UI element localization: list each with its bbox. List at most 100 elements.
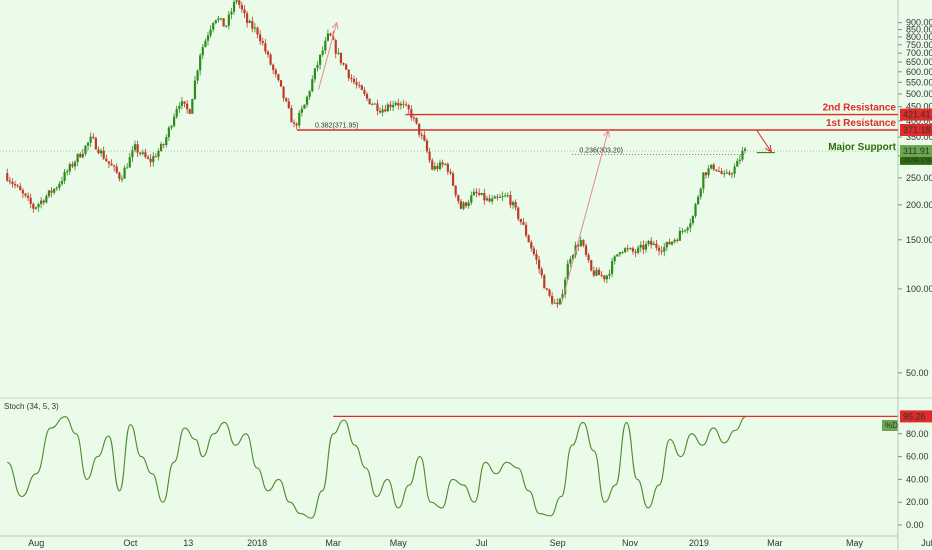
price-candle xyxy=(285,98,288,102)
price-candle xyxy=(459,201,462,209)
price-candle xyxy=(55,187,58,189)
price-candle xyxy=(467,202,470,206)
price-candle xyxy=(269,54,272,65)
price-candle xyxy=(324,40,327,51)
price-candle xyxy=(245,13,249,23)
time-axis-tick-label: 2019 xyxy=(689,538,709,548)
price-candle xyxy=(282,86,285,99)
price-candle xyxy=(702,172,705,189)
price-candle xyxy=(725,172,728,174)
price-candle xyxy=(686,227,689,231)
price-candle xyxy=(266,51,270,55)
price-candle xyxy=(16,185,19,187)
price-candle xyxy=(326,33,330,41)
price-candle xyxy=(553,302,556,304)
fib-level-label: 0.236(303.20) xyxy=(579,147,623,154)
price-candle xyxy=(232,1,236,12)
stoch-level-tag-label: 95.26 xyxy=(903,411,926,421)
price-candle xyxy=(79,153,82,158)
price-candle xyxy=(621,252,624,254)
price-candle xyxy=(180,101,184,106)
price-candle xyxy=(579,240,582,247)
price-candle xyxy=(71,164,74,167)
price-candle xyxy=(120,178,124,180)
stoch-legend-label: %D xyxy=(885,421,898,430)
price-candle xyxy=(381,109,384,113)
price-candle xyxy=(311,79,314,92)
price-candle xyxy=(26,195,30,198)
price-candle xyxy=(162,144,165,146)
price-candle xyxy=(514,202,517,208)
price-candle xyxy=(277,74,280,81)
price-candle xyxy=(399,103,403,106)
price-candle xyxy=(537,259,541,269)
price-candle xyxy=(99,150,103,154)
last-price-tag xyxy=(900,145,932,158)
price-candle xyxy=(566,263,569,280)
price-candle xyxy=(371,104,374,106)
projection-arrow-up xyxy=(560,130,609,305)
price-axis-tick-label: 900.00 xyxy=(906,18,932,28)
price-candle xyxy=(697,196,700,205)
projection-arrow-up xyxy=(318,22,338,90)
price-candle xyxy=(32,203,35,209)
price-candle xyxy=(167,127,170,138)
price-candle xyxy=(248,20,251,23)
price-candle xyxy=(543,275,546,289)
price-candle xyxy=(115,166,118,173)
price-candle xyxy=(694,204,697,216)
stoch-axis-tick-label: 60.00 xyxy=(906,452,929,462)
price-candle xyxy=(530,242,533,249)
major-support-label: Major Support xyxy=(828,142,896,153)
price-candle xyxy=(595,269,598,276)
price-candle xyxy=(131,150,134,158)
price-axis-tick-label: 200.00 xyxy=(906,200,932,210)
price-candle xyxy=(647,240,650,244)
price-candle xyxy=(178,105,181,109)
price-candle xyxy=(412,117,416,119)
price-candle xyxy=(272,64,275,70)
price-candle xyxy=(97,149,100,154)
time-axis-tick-label: Oct xyxy=(123,538,138,548)
projection-arrow-down-head xyxy=(764,144,772,153)
price-candle xyxy=(316,64,319,69)
price-level-tag xyxy=(900,108,932,121)
price-candle xyxy=(6,173,9,181)
price-candle xyxy=(110,163,113,166)
price-candle xyxy=(152,156,155,163)
price-candle xyxy=(154,156,157,158)
time-axis-tick-label: 2018 xyxy=(247,538,267,548)
price-candle xyxy=(188,109,191,114)
price-candle xyxy=(433,165,436,170)
price-candle xyxy=(613,256,616,262)
price-candle xyxy=(644,243,648,250)
price-axis-tick-label: 450.00 xyxy=(906,102,932,112)
price-candle xyxy=(350,78,353,80)
last-price-tag-label: 311.91 xyxy=(903,146,930,156)
price-candle xyxy=(410,109,413,118)
price-candle xyxy=(418,123,421,135)
price-candle xyxy=(58,183,61,188)
price-axis-tick-label: 750.00 xyxy=(906,40,932,50)
price-candle xyxy=(506,195,509,197)
price-candle xyxy=(206,35,210,41)
price-candle xyxy=(86,142,90,146)
price-candle xyxy=(451,173,455,186)
price-candle xyxy=(449,171,452,174)
price-candle xyxy=(191,99,194,114)
stoch-axis-tick-label: 40.00 xyxy=(906,474,929,484)
price-candle xyxy=(650,240,653,245)
price-candle xyxy=(584,245,588,255)
price-axis-tick-label: 600.00 xyxy=(906,67,932,77)
time-axis-tick-label: Mar xyxy=(325,538,341,548)
price-candle xyxy=(24,193,27,196)
price-candle xyxy=(136,144,139,153)
price-candle xyxy=(243,9,246,14)
price-candle xyxy=(720,171,723,174)
price-candle xyxy=(475,191,478,194)
price-candle xyxy=(660,250,663,252)
price-candle xyxy=(8,180,11,182)
price-candle xyxy=(264,43,267,52)
price-candle xyxy=(712,164,715,170)
